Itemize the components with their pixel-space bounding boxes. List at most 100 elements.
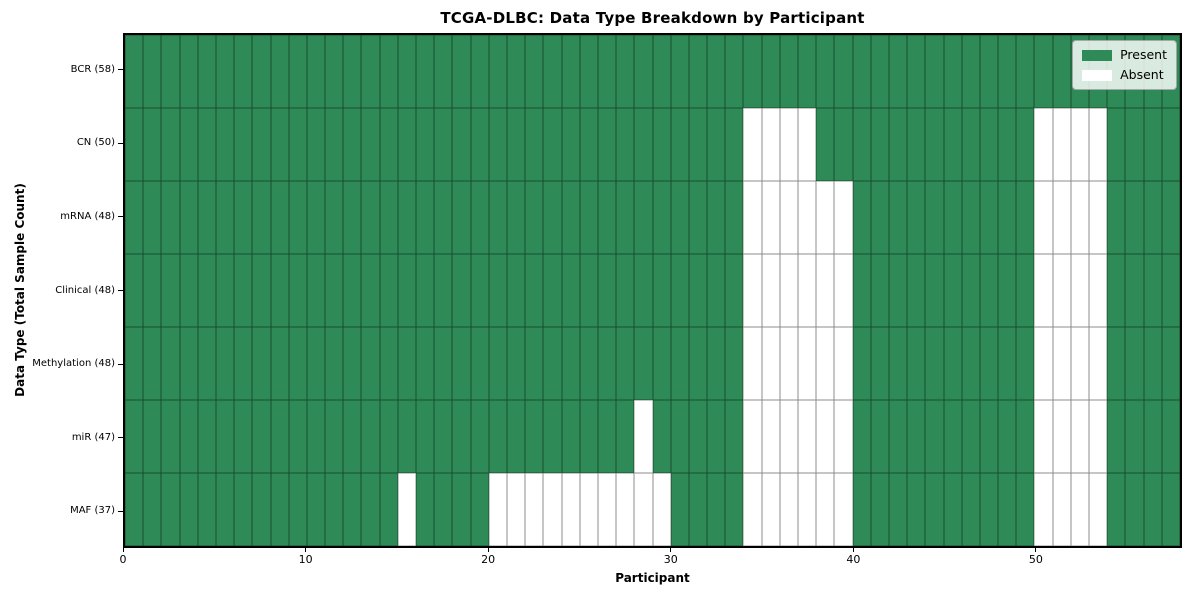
heatmap-cell (779, 400, 799, 473)
heatmap-cell (907, 327, 926, 400)
heatmap-cell (452, 400, 471, 473)
legend-entry-present: Present (1082, 48, 1167, 62)
heatmap-cell (397, 181, 417, 254)
heatmap-cell (125, 254, 144, 327)
y-tick (118, 510, 123, 512)
heatmap-cell (1052, 35, 1071, 108)
heatmap-cell (488, 35, 507, 108)
heatmap-cell (852, 327, 871, 400)
heatmap-cell (434, 35, 453, 108)
heatmap-cell (634, 108, 653, 181)
heatmap-cell (379, 108, 398, 181)
heatmap-cell (743, 35, 762, 108)
heatmap-cell (761, 35, 780, 108)
heatmap-cell (870, 473, 889, 546)
heatmap-cell (143, 254, 162, 327)
heatmap-cell (998, 327, 1017, 400)
heatmap-cell (925, 35, 944, 108)
heatmap-cell (579, 35, 598, 108)
heatmap-cell (179, 181, 198, 254)
y-tick (118, 290, 123, 291)
heatmap-cell (416, 473, 435, 546)
legend: Present Absent (1072, 40, 1177, 90)
heatmap-cell (434, 473, 453, 546)
legend-label-absent: Absent (1120, 67, 1164, 82)
heatmap-cell (343, 35, 362, 108)
heatmap-cell (561, 108, 580, 181)
heatmap-cell (1034, 400, 1053, 473)
heatmap-cell (488, 254, 507, 327)
heatmap-cell (834, 327, 853, 400)
heatmap-cell (725, 108, 744, 181)
heatmap-cell (798, 108, 817, 181)
heatmap-cell (888, 108, 908, 181)
heatmap-cell (725, 473, 744, 546)
heatmap-cell (870, 400, 889, 473)
x-tick (852, 548, 854, 552)
heatmap-cell (816, 254, 835, 327)
heatmap-cell (1161, 181, 1180, 254)
heatmap-cell (288, 473, 307, 546)
heatmap-cell (961, 254, 980, 327)
heatmap-cell (798, 35, 817, 108)
heatmap-cell (197, 400, 216, 473)
heatmap-cell (998, 400, 1017, 473)
heatmap-cell (816, 327, 835, 400)
heatmap-cell (1125, 254, 1144, 327)
heatmap-cell (779, 473, 799, 546)
x-tick (487, 548, 489, 552)
heatmap-cell (1143, 108, 1162, 181)
heatmap-cell (1070, 400, 1090, 473)
heatmap-cell (397, 473, 417, 546)
heatmap-cell (125, 181, 144, 254)
heatmap-cell (434, 327, 453, 400)
y-tick-label: MAF (37) (70, 505, 115, 517)
heatmap-cell (325, 254, 344, 327)
heatmap-cell (488, 473, 507, 546)
heatmap-cell (998, 473, 1017, 546)
heatmap-cell (1070, 254, 1090, 327)
heatmap-cell (470, 400, 489, 473)
heatmap-cell (361, 400, 380, 473)
heatmap-cell (852, 400, 871, 473)
heatmap-cell (1016, 400, 1035, 473)
heatmap-cell (634, 254, 653, 327)
heatmap-cell (652, 181, 671, 254)
heatmap-cell (979, 473, 999, 546)
heatmap-cell (943, 108, 962, 181)
heatmap-cell (779, 35, 799, 108)
heatmap-cell (907, 473, 926, 546)
heatmap-cell (1107, 108, 1126, 181)
heatmap-cell (1052, 108, 1071, 181)
heatmap-cell (125, 108, 144, 181)
heatmap-cell (998, 254, 1017, 327)
heatmap-cell (379, 35, 398, 108)
heatmap-cell (434, 400, 453, 473)
heatmap-cell (943, 181, 962, 254)
heatmap-cell (707, 181, 726, 254)
heatmap-cell (343, 400, 362, 473)
heatmap-cell (834, 254, 853, 327)
heatmap-cell (652, 400, 671, 473)
heatmap-cell (888, 181, 908, 254)
heatmap-cell (1070, 473, 1090, 546)
heatmap-cell (506, 35, 526, 108)
heatmap-cell (761, 254, 780, 327)
heatmap-cell (361, 327, 380, 400)
heatmap-cell (579, 473, 598, 546)
heatmap-cell (1034, 108, 1053, 181)
heatmap-cell (1161, 108, 1180, 181)
heatmap-cell (179, 473, 198, 546)
heatmap-cell (925, 181, 944, 254)
heatmap-cell (416, 327, 435, 400)
heatmap-cell (670, 35, 689, 108)
heatmap-cell (834, 473, 853, 546)
heatmap-cell (1089, 327, 1108, 400)
heatmap-cell (343, 473, 362, 546)
y-tick-label: miR (47) (71, 431, 115, 443)
heatmap-cell (597, 108, 617, 181)
heatmap-cell (161, 35, 180, 108)
heatmap-cell (761, 108, 780, 181)
heatmap-cell (688, 181, 708, 254)
heatmap-cell (506, 108, 526, 181)
